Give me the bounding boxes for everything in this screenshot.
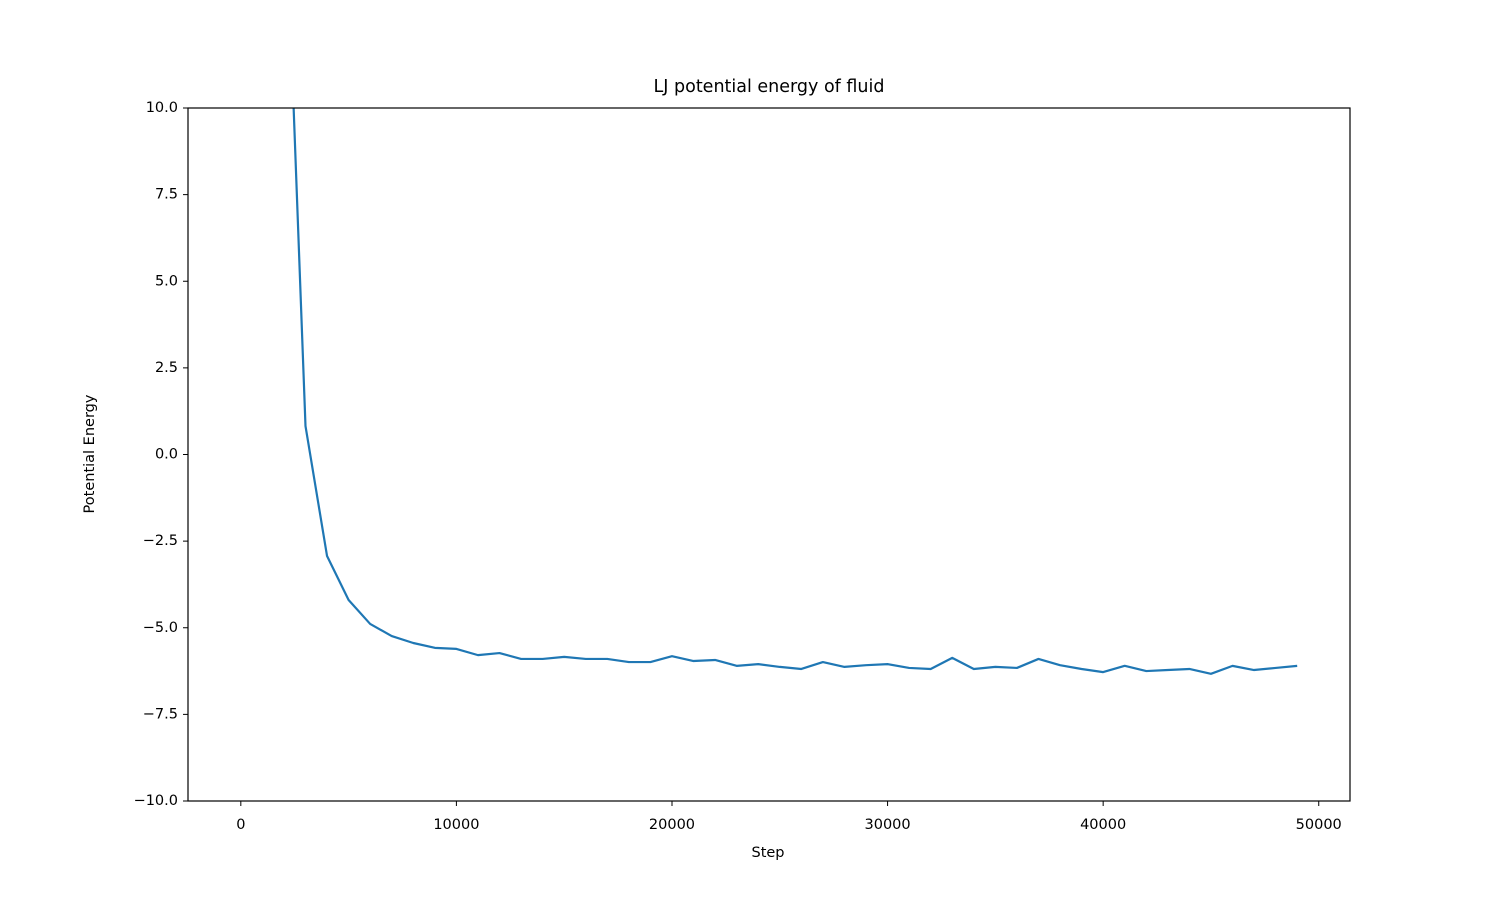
data-line bbox=[292, 108, 1298, 675]
x-tick-label: 20000 bbox=[649, 817, 695, 833]
x-tick-label: 50000 bbox=[1296, 817, 1342, 833]
x-tick-label: 0 bbox=[236, 817, 245, 833]
y-tick-label: −7.5 bbox=[143, 706, 178, 722]
y-tick-label: 5.0 bbox=[155, 273, 178, 289]
y-tick-label: 2.5 bbox=[155, 360, 178, 376]
y-axis-label: Potential Energy bbox=[82, 394, 98, 513]
x-tick-label: 40000 bbox=[1080, 817, 1126, 833]
y-tick-label: 0.0 bbox=[155, 447, 178, 463]
y-tick-label: −2.5 bbox=[143, 533, 178, 549]
y-tick-label: −10.0 bbox=[134, 793, 178, 809]
y-tick-label: 10.0 bbox=[146, 100, 178, 116]
x-axis-label: Step bbox=[751, 845, 784, 861]
x-tick-label: 10000 bbox=[433, 817, 479, 833]
y-tick-label: 7.5 bbox=[155, 187, 178, 203]
x-tick-label: 30000 bbox=[865, 817, 911, 833]
chart-title: LJ potential energy of fluid bbox=[654, 77, 885, 97]
y-tick-label: −5.0 bbox=[143, 620, 178, 636]
plot-frame bbox=[187, 107, 1351, 802]
